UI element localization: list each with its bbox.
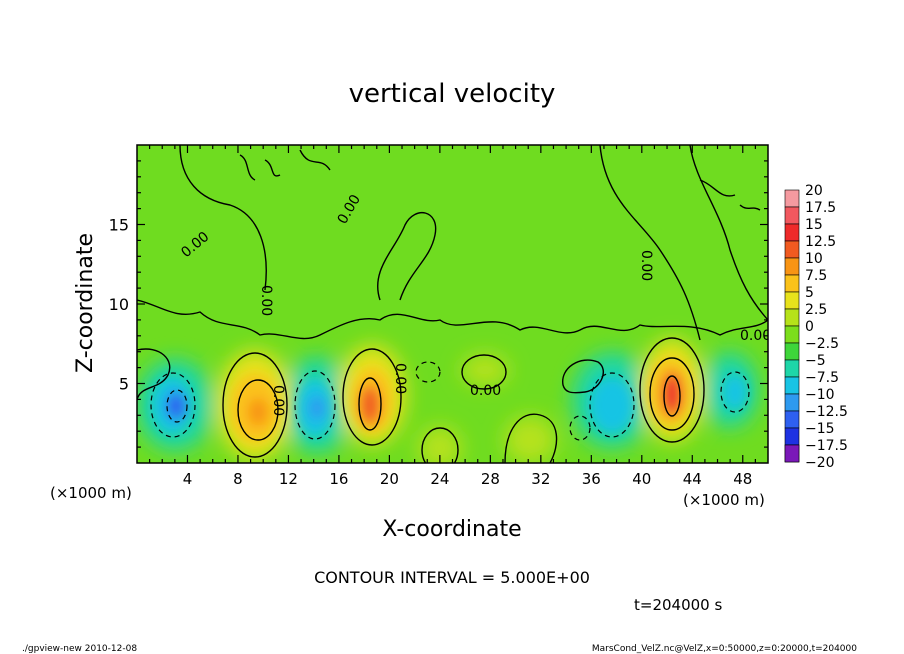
y-tick-label: 5 — [119, 375, 129, 394]
x-tick-label: 36 — [582, 470, 601, 488]
colorbar-swatch — [784, 240, 800, 259]
x-tick-label: 20 — [380, 470, 399, 488]
colorbar-swatch — [784, 325, 800, 344]
footer-program: ./gpview-new 2010-12-08 — [22, 644, 137, 654]
x-tick-label: 4 — [183, 470, 193, 488]
x-tick-label: 24 — [430, 470, 449, 488]
x-axis: 4 8 12 16 20 24 28 32 36 40 44 48 — [149, 145, 756, 488]
field-extremes — [152, 358, 747, 442]
x-tick-label: 32 — [531, 470, 550, 488]
colorbar-swatch — [784, 206, 800, 225]
colorbar-label: 12.5 — [805, 234, 836, 250]
time-text: t=204000 s — [634, 596, 722, 614]
colorbar-swatch — [784, 342, 800, 361]
contour-label: 0.00 — [470, 383, 501, 399]
y-axis: 5 10 15 — [109, 160, 768, 448]
y-tick-label: 15 — [109, 216, 129, 235]
x-tick-label: 40 — [632, 470, 651, 488]
colorbar-swatch — [784, 274, 800, 293]
colorbar-swatch — [784, 291, 800, 310]
colorbar-swatch — [784, 410, 800, 429]
contour-label: 0.00 — [638, 250, 654, 281]
colorbar-label: −20 — [805, 455, 835, 471]
contour-label: 0.00 — [258, 285, 274, 316]
field-shading — [137, 338, 758, 463]
x-tick-label: 16 — [329, 470, 348, 488]
colorbar-label: −15 — [805, 421, 835, 437]
footer-source: MarsCond_VelZ.nc@VelZ,x=0:50000,z=0:2000… — [592, 644, 857, 654]
colorbar-label: 17.5 — [805, 200, 836, 216]
colorbar-label: −5 — [805, 353, 826, 369]
colorbar-swatch — [784, 393, 800, 412]
x-tick-label: 28 — [481, 470, 500, 488]
contour-lines — [137, 145, 768, 463]
x-tick-label: 12 — [279, 470, 298, 488]
y-tick-label: 10 — [109, 295, 129, 314]
colorbar-label: −10 — [805, 387, 835, 403]
contour-label: 0.00 — [392, 363, 408, 394]
colorbar-swatch — [784, 189, 800, 208]
colorbar-label: 20 — [805, 183, 823, 199]
colorbar-label: 15 — [805, 217, 823, 233]
x-axis-title: X-coordinate — [382, 517, 521, 542]
colorbar-swatch — [784, 427, 800, 446]
colorbar-swatch — [784, 359, 800, 378]
contour-label-group: 0.00 0.00 0.00 0.00 0.00 0.00 0.00 0.00 — [178, 192, 771, 416]
y-axis-title: Z-coordinate — [73, 233, 98, 373]
plot-area: 0.00 0.00 0.00 0.00 0.00 0.00 0.00 0.00 — [137, 145, 771, 463]
colorbar-swatch — [784, 308, 800, 327]
contour-interval-text: CONTOUR INTERVAL = 5.000E+00 — [314, 568, 590, 587]
colorbar-swatch — [784, 223, 800, 242]
colorbar-label: 0 — [805, 319, 814, 335]
x-unit-label-right: (×1000 m) — [683, 491, 765, 509]
colorbar-label: −2.5 — [805, 336, 839, 352]
colorbar-swatch-bottom — [784, 444, 800, 463]
colorbar-label: 10 — [805, 251, 823, 267]
contour-label: 0.00 — [270, 385, 286, 416]
colorbar-label: 5 — [805, 285, 814, 301]
x-tick-label: 44 — [683, 470, 702, 488]
colorbar-label: −7.5 — [805, 370, 839, 386]
colorbar: 2017.51512.5107.552.50−2.5−5−7.5−10−12.5… — [784, 183, 848, 471]
contour-label: 0.00 — [740, 328, 771, 344]
x-unit-label-left: (×1000 m) — [50, 484, 132, 502]
chart-title: vertical velocity — [349, 79, 556, 109]
x-tick-label: 8 — [233, 470, 243, 488]
colorbar-label: −12.5 — [805, 404, 848, 420]
colorbar-label: 2.5 — [805, 302, 827, 318]
colorbar-label: 7.5 — [805, 268, 827, 284]
colorbar-label: −17.5 — [805, 438, 848, 454]
colorbar-swatch — [784, 257, 800, 276]
x-tick-label: 48 — [733, 470, 752, 488]
colorbar-swatch — [784, 376, 800, 395]
negative-contours — [150, 361, 750, 441]
